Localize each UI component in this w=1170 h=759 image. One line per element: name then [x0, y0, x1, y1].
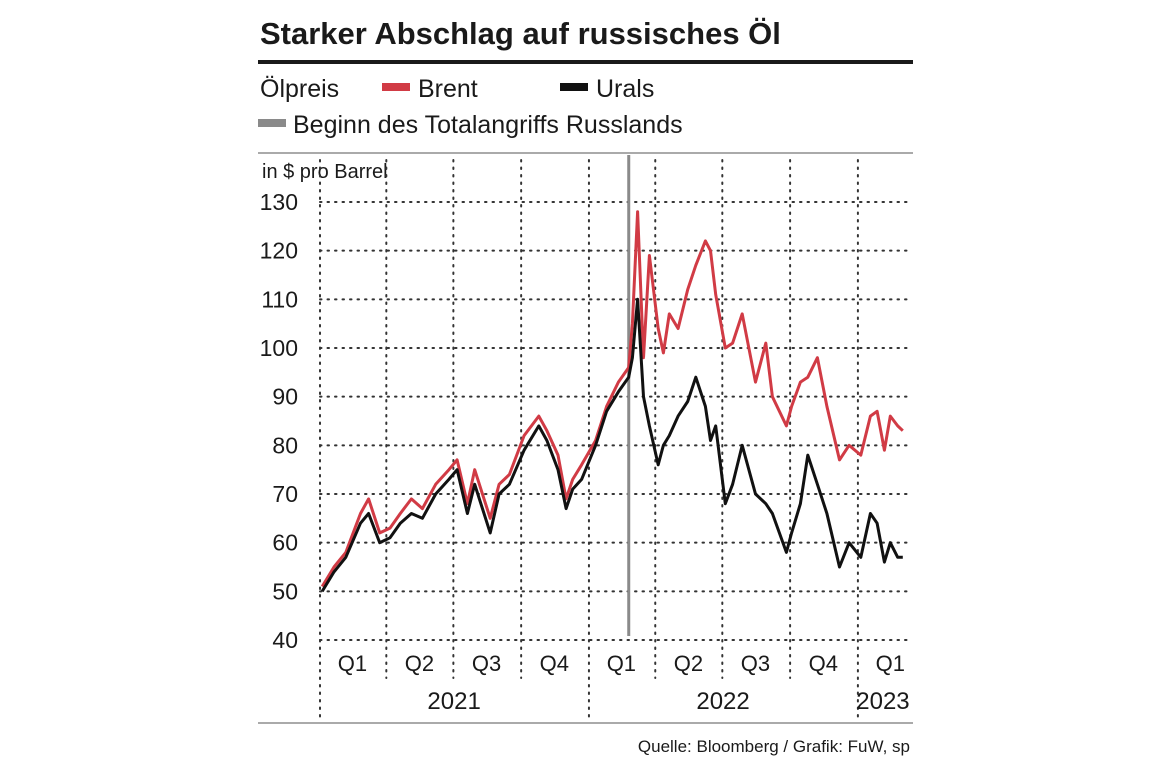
grid-layer [319, 159, 909, 721]
title-rule [258, 60, 913, 64]
x-quarter-label: Q1 [876, 651, 905, 676]
y-tick-labels: 130 120 110 100 90 80 70 60 50 40 [260, 189, 298, 653]
x-quarter-label: Q4 [540, 651, 569, 676]
x-tick-labels: Q1 Q2 Q3 Q4 Q1 Q2 Q3 Q4 Q1 2021 2022 2023 [338, 651, 910, 715]
x-quarter-label: Q1 [338, 651, 367, 676]
legend-entry-urals: Urals [596, 75, 654, 103]
y-tick-label: 90 [272, 384, 298, 410]
x-quarter-label: Q2 [405, 651, 434, 676]
y-axis-unit-label: in $ pro Barrel [262, 161, 388, 183]
x-quarter-label: Q2 [674, 651, 703, 676]
y-tick-label: 50 [272, 578, 298, 604]
legend-label: Ölpreis [260, 75, 339, 103]
y-tick-label: 110 [261, 286, 298, 312]
legend-swatch-brent [382, 83, 410, 91]
x-year-label: 2022 [696, 688, 749, 715]
legend-swatch-urals [560, 83, 588, 91]
y-tick-label: 70 [272, 481, 298, 507]
y-tick-label: 100 [260, 335, 298, 361]
series-line-brent [320, 210, 904, 588]
x-quarter-label: Q1 [607, 651, 636, 676]
series-line-urals [320, 297, 903, 593]
y-tick-label: 60 [272, 530, 298, 556]
x-quarter-label: Q4 [809, 651, 838, 676]
x-quarter-label: Q3 [472, 651, 501, 676]
y-tick-label: 120 [260, 238, 298, 264]
x-year-label: 2023 [856, 688, 909, 715]
y-tick-label: 130 [260, 189, 298, 215]
y-tick-label: 80 [272, 432, 298, 458]
source-note: Quelle: Bloomberg / Grafik: FuW, sp [638, 737, 910, 756]
legend-entry-brent: Brent [418, 75, 478, 103]
chart-title: Starker Abschlag auf russisches Öl [260, 16, 781, 51]
series-layer [320, 210, 904, 593]
legend-swatch-event [258, 119, 286, 127]
legend-entry-event: Beginn des Totalangriffs Russlands [293, 111, 683, 139]
x-year-label: 2021 [427, 688, 480, 715]
y-tick-label: 40 [272, 627, 298, 653]
x-quarter-label: Q3 [741, 651, 770, 676]
